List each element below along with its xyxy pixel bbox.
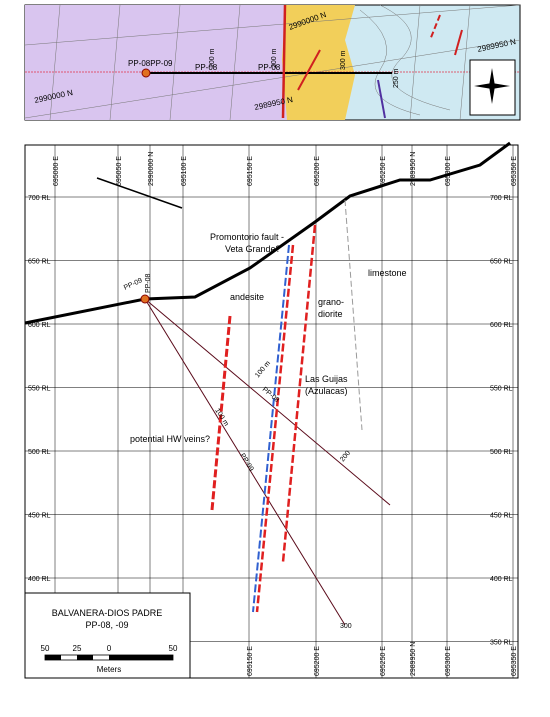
right-axis-label: 650 RL	[490, 259, 513, 266]
scale-label: 50	[169, 644, 178, 653]
top-axis-label: 695100 E	[181, 156, 188, 186]
collar-label: PP-08	[145, 273, 152, 293]
top-axis-label: 2990000 N	[148, 152, 155, 186]
depth-label: 300	[340, 623, 352, 630]
top-axis-label: 695200 E	[314, 156, 321, 186]
scale-unit: Meters	[97, 665, 121, 674]
section: 695000 E 695050 E 2990000 N 695100 E 695150 …	[24, 141, 519, 679]
left-axis-label: 650 RL	[28, 259, 51, 266]
left-axis-label: 400 RL	[28, 576, 51, 583]
annotation: (Azulacas)	[305, 386, 348, 396]
scale-label: 50	[41, 644, 50, 653]
right-axis-label: 500 RL	[490, 449, 513, 456]
inset-map: PP-08PP-09 PP-08 PP-08 2990000 N 2990000…	[24, 4, 521, 121]
scale-label: 25	[73, 644, 82, 653]
depth: 250 m	[393, 68, 400, 88]
right-axis-label: 350 RL	[490, 640, 513, 647]
right-axis-label: 550 RL	[490, 386, 513, 393]
annotation: Promontorio fault -	[210, 232, 284, 242]
bottom-axis-label: 695200 E	[314, 646, 321, 676]
right-axis-label: 600 RL	[490, 322, 513, 329]
right-axis-label: 450 RL	[490, 513, 513, 520]
legend-subtitle: PP-08, -09	[85, 620, 128, 630]
annotation: potential HW veins?	[130, 434, 210, 444]
bottom-axis-label: 695350 E	[511, 646, 518, 676]
right-axis-label: 400 RL	[490, 576, 513, 583]
collar-label: PP-08PP-09	[128, 59, 173, 68]
top-axis-label: 695000 E	[53, 156, 60, 186]
legend-title: BALVANERA-DIOS PADRE	[52, 608, 163, 618]
top-axis-label: 695050 E	[116, 156, 123, 186]
annotation: grano-	[318, 297, 344, 307]
left-axis-label: 550 RL	[28, 386, 51, 393]
hole-label: PP-08	[195, 63, 218, 72]
bottom-axis-label: 695250 E	[380, 646, 387, 676]
hole-label: PP-08	[258, 63, 281, 72]
legend: BALVANERA-DIOS PADRE PP-08, -09 50 25 0 …	[24, 592, 191, 679]
top-axis-label: 695150 E	[247, 156, 254, 186]
top-axis-label: 695350 E	[511, 156, 518, 186]
bottom-axis-label: 695300 E	[445, 646, 452, 676]
top-axis-label: 695250 E	[380, 156, 387, 186]
left-axis-label: 500 RL	[28, 449, 51, 456]
annotation: diorite	[318, 309, 343, 319]
bottom-axis-label: 2989950 N	[410, 642, 417, 676]
annotation: limestone	[368, 268, 407, 278]
annotation: Las Guijas	[305, 374, 348, 384]
scale-label: 0	[107, 644, 112, 653]
bottom-axis-label: 695150 E	[247, 646, 254, 676]
depth: 100 m	[209, 48, 216, 68]
depth: 200 m	[271, 48, 278, 68]
left-axis-label: 700 RL	[28, 195, 51, 202]
annotation: Veta Grande?	[225, 244, 281, 254]
left-axis-label: 450 RL	[28, 513, 51, 520]
top-axis-label: 695300 E	[445, 156, 452, 186]
left-axis-label: 600 RL	[28, 322, 51, 329]
right-axis-label: 700 RL	[490, 195, 513, 202]
annotation: andesite	[230, 292, 264, 302]
depth: 300 m	[340, 50, 347, 70]
top-axis-label: 2989950 N	[410, 152, 417, 186]
